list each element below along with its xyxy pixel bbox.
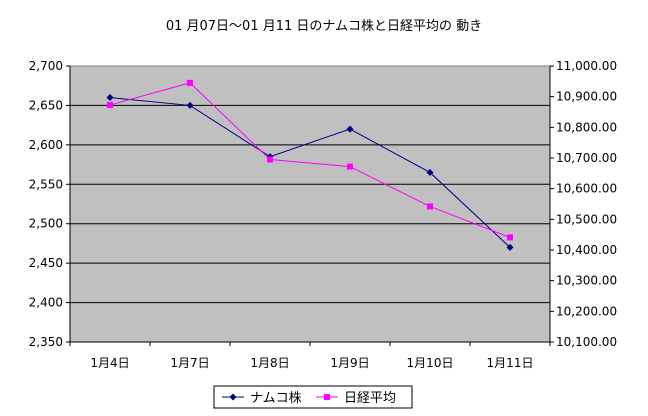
right-axis-tick-label: 10,500.00 (556, 212, 617, 226)
left-axis-tick-label: 2,550 (29, 177, 63, 191)
x-axis-tick-label: 1月4日 (90, 356, 129, 370)
legend-label-ナムコ株: ナムコ株 (250, 391, 302, 406)
data-point-日経平均 (187, 79, 193, 86)
data-point-日経平均 (267, 156, 273, 163)
data-point-ナムコ株 (186, 101, 194, 109)
left-axis-tick-label: 2,650 (29, 98, 63, 112)
data-point-ナムコ株 (426, 168, 434, 176)
series-line-ナムコ株 (109, 97, 511, 248)
plot-area (69, 65, 551, 343)
data-point-ナムコ株 (346, 125, 354, 133)
x-axis-tick-label: 1月9日 (330, 356, 369, 370)
right-axis-tick-label: 10,900.00 (556, 90, 617, 104)
series-layer (106, 79, 514, 251)
right-axis-tick-label: 10,400.00 (556, 243, 617, 257)
legend-marker-ナムコ株 (229, 393, 237, 401)
right-axis-tick-label: 10,100.00 (556, 335, 617, 349)
x-axis-tick-label: 1月7日 (170, 356, 209, 370)
right-axis-tick-label: 11,000.00 (556, 59, 617, 73)
data-point-日経平均 (507, 234, 513, 241)
data-point-ナムコ株 (506, 243, 514, 251)
left-axis: 2,350 2,400 2,450 2,500 2,550 2,600 2,650 2,700 (29, 59, 71, 349)
left-axis-tick-label: 2,450 (29, 256, 63, 270)
series-line-日経平均 (109, 82, 511, 238)
right-axis-tick-label: 10,800.00 (556, 120, 617, 134)
data-point-日経平均 (427, 203, 433, 210)
right-axis-tick-label: 10,300.00 (556, 274, 617, 288)
gridlines (70, 104, 550, 304)
data-point-日経平均 (107, 101, 113, 108)
x-axis: 1月4日 1月7日 1月8日 1月9日 1月10日 1月11日 (69, 341, 551, 370)
right-axis-tick-label: 10,700.00 (556, 151, 617, 165)
left-axis-tick-label: 2,350 (29, 335, 63, 349)
chart-title: 01 月07日～01 月11 日のナムコ株と日経平均の 動き (166, 19, 482, 34)
right-axis-tick-label: 10,600.00 (556, 182, 617, 196)
x-axis-tick-label: 1月10日 (407, 356, 454, 370)
legend: ナムコ株 日経平均 (213, 385, 413, 409)
left-axis-tick-label: 2,600 (29, 138, 63, 152)
data-point-日経平均 (347, 163, 353, 170)
legend-box (213, 385, 413, 409)
right-axis-tick-label: 10,200.00 (556, 304, 617, 318)
x-axis-tick-label: 1月8日 (250, 356, 289, 370)
left-axis-tick-label: 2,500 (29, 217, 63, 231)
left-axis-tick-label: 2,700 (29, 59, 63, 73)
left-axis-tick-label: 2,400 (29, 296, 63, 310)
x-axis-tick-label: 1月11日 (487, 356, 534, 370)
data-point-ナムコ株 (106, 94, 114, 102)
legend-marker-日経平均 (324, 394, 330, 400)
right-axis: 10,100.00 10,200.00 10,300.00 10,400.00 10,5… (549, 59, 617, 349)
legend-label-日経平均: 日経平均 (344, 391, 396, 406)
